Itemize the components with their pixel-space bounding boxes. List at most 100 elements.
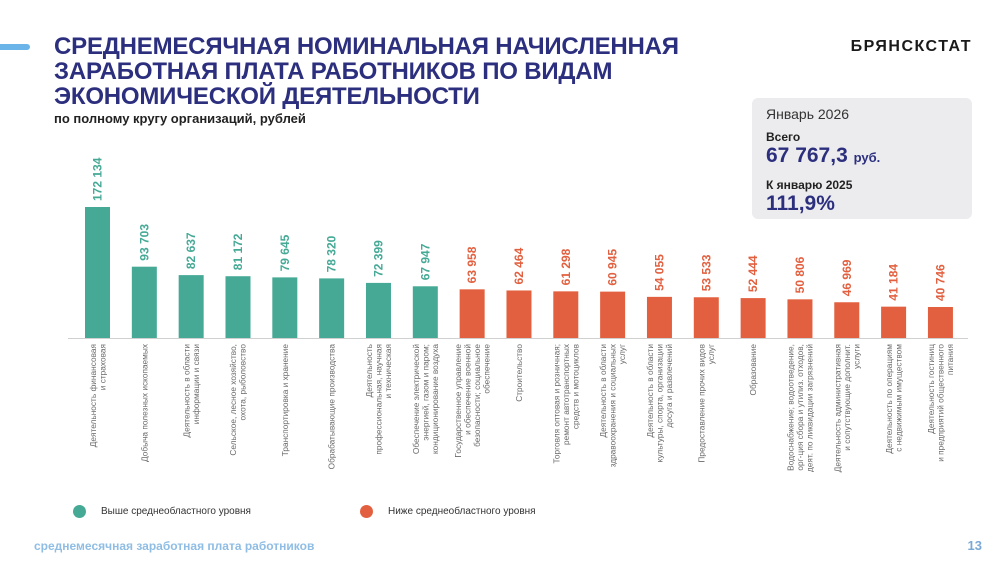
category-label: Сельское, лесное хозяйство, охота, рыболо…: [228, 344, 248, 456]
category-label: Деятельность в области информации и связи: [181, 344, 201, 438]
category-label-line: услуги: [851, 344, 861, 369]
bar-value-label: 46 969: [840, 259, 854, 296]
bar-value-label: 78 320: [325, 235, 339, 272]
category-label-line: и обеспечение военной: [462, 344, 472, 435]
category-label-line: Деятельность в области: [645, 344, 655, 438]
bar-value-label: 82 637: [184, 232, 198, 269]
summary-total: 67 767,3 руб.: [766, 144, 880, 168]
category-label-line: безопасности; социальное: [472, 344, 482, 447]
category-label-line: Деятельность в области: [598, 344, 608, 438]
bar-9: [459, 289, 485, 338]
category-label: Деятельность финансовая и страховая: [88, 344, 108, 447]
bar-8: [412, 286, 438, 338]
bar-value-label: 61 298: [559, 248, 573, 285]
category-label-line: ремонт автотранспортных: [561, 343, 571, 445]
category-label-line: обеспечение: [481, 344, 491, 394]
bar-value-label: 52 444: [746, 255, 760, 292]
category-label-line: досуга и развлечений: [664, 344, 674, 428]
category-label-line: и страховая: [97, 344, 107, 390]
category-label-line: и предприятий общественного: [935, 344, 945, 462]
bar-value-label: 50 806: [793, 256, 807, 293]
bar-5: [272, 277, 298, 338]
footer-text: среднемесячная заработная плата работник…: [34, 539, 315, 553]
category-label-line: Деятельность в области: [181, 344, 191, 438]
accent-bar: [0, 44, 30, 50]
summary-yoy-value: 111,9%: [766, 192, 835, 215]
summary-total-label: Всего: [766, 130, 801, 144]
bar-18: [881, 306, 907, 338]
category-label: Транспортировка и хранение: [280, 344, 290, 457]
bar-10: [506, 290, 532, 338]
category-label-line: энергией, газом и паром;: [420, 344, 430, 441]
category-label-line: Образование: [748, 344, 758, 396]
category-label: Деятельность в области здравоохранения и …: [598, 343, 627, 467]
category-label: Образование: [748, 344, 758, 396]
category-label-line: информации и связи: [191, 344, 201, 425]
category-label-line: Строительство: [514, 344, 524, 402]
category-label: Строительство: [514, 344, 524, 402]
bar-value-label: 67 947: [418, 243, 432, 280]
category-label-line: услуг: [617, 344, 627, 364]
bar-15: [740, 298, 766, 338]
category-label-line: Деятельность административная: [832, 344, 842, 472]
summary-yoy-label: К январю 2025: [766, 178, 853, 192]
category-label-line: с недвижимым имуществом: [893, 344, 903, 452]
bar-16: [787, 299, 813, 338]
category-label-line: Государственное управление: [453, 344, 463, 458]
bar-value-label: 172 134: [91, 157, 105, 201]
bar-3: [178, 275, 204, 338]
category-label: Обеспечение электрической энергией, газом…: [411, 344, 440, 455]
category-label: Обрабатывающие производства: [327, 344, 337, 470]
category-label: Добыча полезных ископаемых: [139, 343, 149, 462]
category-label: Деятельность в области культуры, спорта, …: [645, 344, 674, 463]
bar-value-label: 93 703: [137, 224, 151, 261]
category-label-line: деят. по ликвидации загрязнений: [804, 344, 814, 472]
legend-dot-above-icon: [73, 505, 86, 518]
category-label-line: Предоставление прочих видов: [697, 343, 707, 462]
category-label-line: орг-ция сбора и утилиз. отходов,: [795, 344, 805, 471]
category-label-line: Деятельность финансовая: [88, 344, 98, 447]
category-label-line: и сопутствующие дополнит.: [842, 344, 852, 451]
bar-value-label: 54 055: [652, 254, 666, 291]
bar-12: [600, 291, 626, 338]
bar-value-label: 41 184: [887, 264, 901, 301]
bar-4: [225, 276, 251, 338]
bar-value-label: 63 958: [465, 246, 479, 283]
summary-box: Январь 2026 Всего 67 767,3 руб. К январю…: [752, 98, 972, 219]
bar-6: [319, 278, 345, 338]
bar-2: [131, 266, 157, 338]
category-label-line: и техническая: [383, 344, 393, 398]
brand-logo: БРЯНСКСТАТ: [850, 38, 972, 55]
category-label-line: Водоснабжение; водоотведение,: [785, 344, 795, 471]
category-label: Деятельность профессиональная, научная и т…: [364, 344, 393, 455]
category-label-line: средств и мотоциклов: [570, 343, 580, 429]
summary-period: Январь 2026: [766, 106, 850, 122]
bar-19: [927, 306, 953, 338]
legend-dot-below-icon: [360, 505, 373, 518]
category-label: Деятельность административная и сопутству…: [832, 344, 861, 473]
category-label: Предоставление прочих видов услуг: [697, 343, 717, 462]
page-subtitle: по полному кругу организаций, рублей: [54, 111, 306, 126]
category-label-line: Добыча полезных ископаемых: [139, 343, 149, 462]
category-label-line: Сельское, лесное хозяйство,: [228, 344, 238, 456]
title-line-2: ЗАРАБОТНАЯ ПЛАТА РАБОТНИКОВ ПО ВИДАМ: [54, 58, 613, 85]
category-label-line: Обрабатывающие производства: [327, 344, 337, 470]
category-label-line: здравоохранения и социальных: [608, 343, 618, 467]
bar-value-label: 81 172: [231, 233, 245, 270]
bar-value-label: 60 945: [606, 249, 620, 286]
category-label: Государственное управление и обеспечение …: [453, 344, 492, 458]
title-line-3: ЭКОНОМИЧЕСКОЙ ДЕЯТЕЛЬНОСТИ: [54, 83, 480, 110]
bar-17: [834, 302, 860, 338]
category-label-line: профессиональная, научная: [373, 344, 383, 455]
category-label-line: Транспортировка и хранение: [280, 344, 290, 457]
bar-value-label: 72 399: [371, 240, 385, 277]
category-label-line: услуг: [706, 344, 716, 364]
category-label-line: Деятельность гостиниц: [926, 344, 936, 434]
category-label: Торговля оптовая и розничная; ремонт авто…: [551, 343, 580, 463]
bar-7: [365, 282, 391, 338]
bar-14: [693, 297, 719, 338]
category-label: Деятельность гостиниц и предприятий общес…: [926, 344, 955, 462]
summary-total-value: 67 767,3: [766, 144, 848, 167]
bar-value-label: 62 464: [512, 247, 526, 284]
